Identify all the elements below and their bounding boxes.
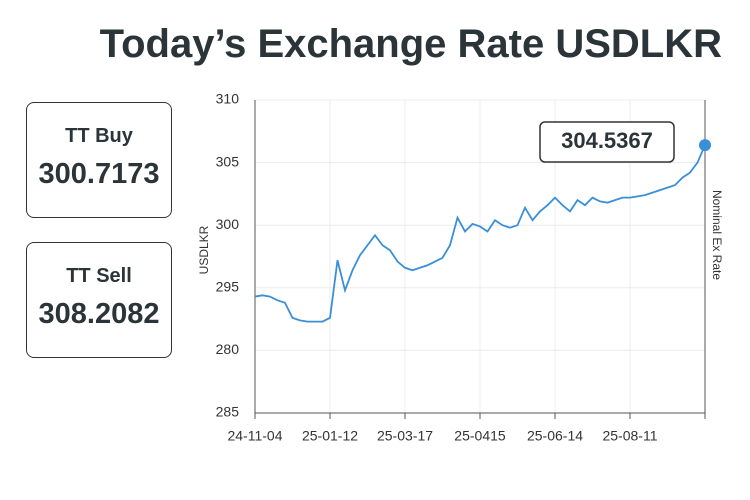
buy-card: TT Buy 300.7173 <box>26 102 172 218</box>
y-tick-label: 300 <box>216 216 240 232</box>
end-dot <box>699 139 711 152</box>
sell-card: TT Sell 308.2082 <box>26 242 172 358</box>
x-tick-label: 24-11-04 <box>227 428 282 444</box>
annotation: 304.5367 <box>561 128 653 153</box>
line <box>254 144 706 323</box>
x-tick-label: 25-0415 <box>454 428 506 444</box>
x-tick-label: 25-03-17 <box>377 428 433 444</box>
annotation-box <box>539 121 675 163</box>
x-tick-label: 25-01-12 <box>302 428 358 444</box>
x-tick-label: 25-06-14 <box>527 428 583 444</box>
x-tick-label: 25-08-11 <box>602 428 657 444</box>
y2-axis-label: Nominal Ex Rate <box>710 190 724 280</box>
card-value: 308.2082 <box>38 298 160 330</box>
card-label: TT Buy <box>65 125 133 147</box>
y-tick-label: 310 <box>216 91 240 107</box>
y-tick-label: 280 <box>216 341 240 357</box>
y-tick-label: 305 <box>216 153 240 169</box>
card-label: TT Sell <box>66 265 132 287</box>
title: Today’s Exchange Rate USDLKR <box>99 22 722 66</box>
y-axis-label: USDLKR <box>197 225 211 274</box>
y-tick-label: 285 <box>216 404 240 420</box>
card-value: 300.7173 <box>38 158 160 190</box>
y-tick-label: 295 <box>216 279 240 295</box>
